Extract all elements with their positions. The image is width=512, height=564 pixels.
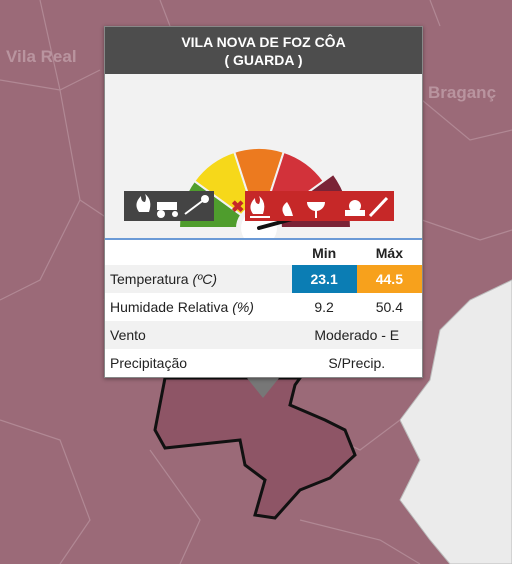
place-label: Braganç xyxy=(428,83,496,102)
row-label: Temperatura (ºC) xyxy=(105,265,292,293)
row-unit: (ºC) xyxy=(192,271,218,287)
place-label: Vila Real xyxy=(6,47,77,66)
svg-text:✖: ✖ xyxy=(231,199,244,216)
max-value: 50.4 xyxy=(375,299,403,315)
row-unit: (%) xyxy=(232,299,254,315)
row-label: Vento xyxy=(110,327,146,343)
row-value: S/Precip. xyxy=(328,355,386,371)
column-header: Máx xyxy=(375,244,403,261)
row-label-text: Temperatura xyxy=(110,271,189,287)
min-value: 23.1 xyxy=(291,265,357,293)
popup-title: VILA NOVA DE FOZ CÔA xyxy=(181,34,346,50)
popup-header: VILA NOVA DE FOZ CÔA ( GUARDA ) xyxy=(105,27,422,74)
row-label: Precipitação xyxy=(110,355,188,371)
risk-gauge: ✖ xyxy=(105,74,422,238)
row-value: Moderado - E xyxy=(314,327,400,343)
row-label: Humidade Relativa (%) xyxy=(105,293,292,321)
weather-table: Min Máx Temperatura (ºC) 23.1 44.5 Humidade… xyxy=(105,238,422,377)
popup-pointer xyxy=(247,378,279,398)
popup: VILA NOVA DE FOZ CÔA ( GUARDA ) ✖ Min Máx… xyxy=(104,26,423,378)
max-value: 44.5 xyxy=(356,265,422,293)
column-header: Min xyxy=(312,244,337,261)
popup-subtitle: ( GUARDA ) xyxy=(224,52,303,68)
min-value: 9.2 xyxy=(314,299,334,315)
row-label-text: Humidade Relativa xyxy=(110,299,229,315)
